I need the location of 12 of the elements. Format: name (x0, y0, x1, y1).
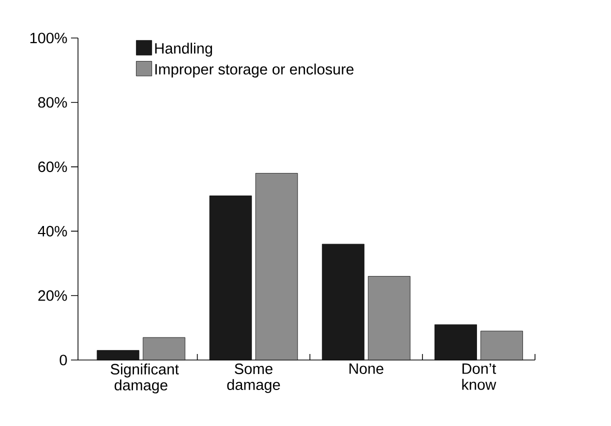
y-tick-label: 60% (38, 162, 67, 172)
y-tick-label: 0 (60, 354, 67, 366)
y-tick-label: 80% (38, 97, 67, 108)
y-tick-label: 40% (38, 226, 67, 236)
y-tick-label: 100% (30, 32, 67, 44)
x-tick-label: None (350, 364, 384, 374)
x-tick-label: Significant damage (110, 364, 179, 394)
legend-label: Improper storage or enclosure (155, 64, 354, 78)
y-tick-label: 20% (38, 290, 67, 301)
x-tick-label: Don’t know (462, 364, 496, 390)
x-tick-label: Some damage (227, 364, 280, 393)
legend-label: Handling (155, 42, 212, 57)
